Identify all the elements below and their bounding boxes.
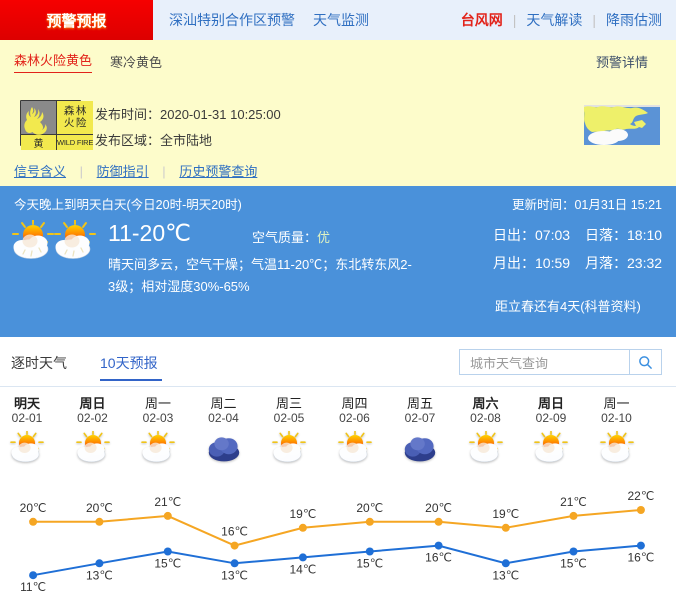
- svg-text:19℃: 19℃: [492, 507, 519, 521]
- svg-text:15℃: 15℃: [560, 557, 587, 571]
- svg-text:16℃: 16℃: [627, 551, 654, 565]
- svg-text:20℃: 20℃: [86, 501, 113, 515]
- svg-text:16℃: 16℃: [425, 551, 452, 565]
- svg-text:19℃: 19℃: [289, 507, 316, 521]
- svg-text:20℃: 20℃: [20, 501, 47, 515]
- svg-text:21℃: 21℃: [560, 495, 587, 509]
- svg-text:20℃: 20℃: [425, 501, 452, 515]
- svg-text:21℃: 21℃: [154, 495, 181, 509]
- svg-text:13℃: 13℃: [86, 568, 113, 582]
- svg-text:13℃: 13℃: [221, 568, 248, 582]
- svg-text:11℃: 11℃: [20, 580, 46, 593]
- svg-text:14℃: 14℃: [289, 562, 316, 576]
- svg-text:16℃: 16℃: [221, 525, 248, 539]
- svg-text:15℃: 15℃: [356, 557, 383, 571]
- svg-text:15℃: 15℃: [154, 557, 181, 571]
- svg-text:13℃: 13℃: [492, 568, 519, 582]
- svg-text:22℃: 22℃: [627, 489, 654, 503]
- svg-text:20℃: 20℃: [356, 501, 383, 515]
